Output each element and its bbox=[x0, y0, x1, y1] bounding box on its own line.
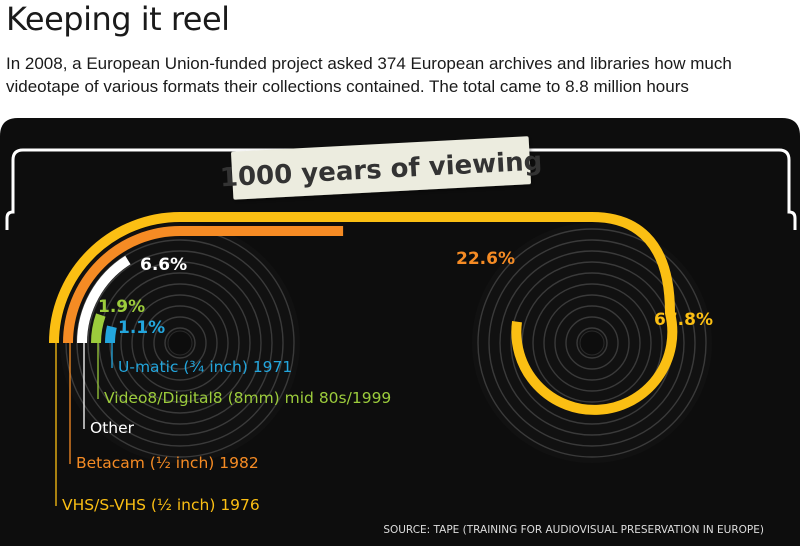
pct-label-video8-digital8-8mm-mid-80s-1999: 1.9% bbox=[98, 297, 145, 317]
banner-paper bbox=[231, 136, 531, 200]
leader-lines bbox=[55, 343, 113, 506]
series-labels: 67.8% 22.6% 6.6% 1.9%1.1% VHS/S-VHS (½ inch)… bbox=[62, 249, 713, 514]
category-label-vhs-s-vhs-inch-1976: VHS/S-VHS (½ inch) 1976 bbox=[62, 496, 260, 514]
tape-vhs-s-vhs-inch-1976 bbox=[49, 212, 678, 415]
right-reel-groove bbox=[488, 239, 696, 447]
right-reel-groove bbox=[565, 316, 619, 370]
category-label-video8-digital8-8mm-mid-80s-1999: Video8/Digital8 (8mm) mid 80s/1999 bbox=[104, 389, 391, 407]
left-reel-groove bbox=[142, 305, 218, 381]
category-label-betacam-inch-1982: Betacam (½ inch) 1982 bbox=[76, 454, 259, 472]
tape-other bbox=[77, 255, 131, 344]
left-reel-groove bbox=[164, 327, 196, 359]
pct-label-u-matic-inch-1971: 1.1% bbox=[118, 318, 165, 338]
category-label-other: Other bbox=[90, 419, 135, 437]
left-reel-groove bbox=[153, 316, 207, 370]
tape-series bbox=[49, 212, 678, 415]
left-reel-groove bbox=[87, 250, 273, 436]
chart-title: Keeping it reel bbox=[6, 0, 230, 38]
right-reel-groove bbox=[532, 283, 652, 403]
left-reel-groove bbox=[98, 261, 262, 425]
tape-betacam-inch-1982 bbox=[63, 226, 344, 344]
right-reel-groove bbox=[554, 305, 630, 381]
left-reel-groove bbox=[120, 283, 240, 403]
left-reel-groove bbox=[76, 239, 284, 447]
left-reel-groove bbox=[131, 294, 229, 392]
chart-subtitle: In 2008, a European Union-funded project… bbox=[6, 54, 732, 96]
right-reel-hub bbox=[579, 330, 605, 356]
source-note: SOURCE: TAPE (TRAINING FOR AUDIOVISUAL P… bbox=[383, 524, 764, 536]
tape-u-matic-inch-1971 bbox=[104, 325, 117, 344]
tape-video8-digital8-8mm-mid-80s-1999 bbox=[91, 313, 106, 344]
right-reel bbox=[472, 223, 712, 463]
category-label-u-matic-inch-1971: U-matic (¾ inch) 1971 bbox=[118, 358, 292, 376]
right-reel-groove bbox=[499, 250, 685, 436]
right-reel-groove bbox=[543, 294, 641, 392]
pct-label-betacam-inch-1982: 22.6% bbox=[456, 249, 515, 269]
pct-label-vhs-s-vhs-inch-1976: 67.8% bbox=[654, 310, 713, 330]
left-reel bbox=[60, 223, 300, 463]
banner: 1000 years of viewing bbox=[219, 136, 543, 200]
right-reel-groove bbox=[576, 327, 608, 359]
left-reel-hub bbox=[167, 330, 193, 356]
pct-label-other: 6.6% bbox=[140, 255, 187, 275]
right-reel-groove bbox=[477, 228, 707, 458]
